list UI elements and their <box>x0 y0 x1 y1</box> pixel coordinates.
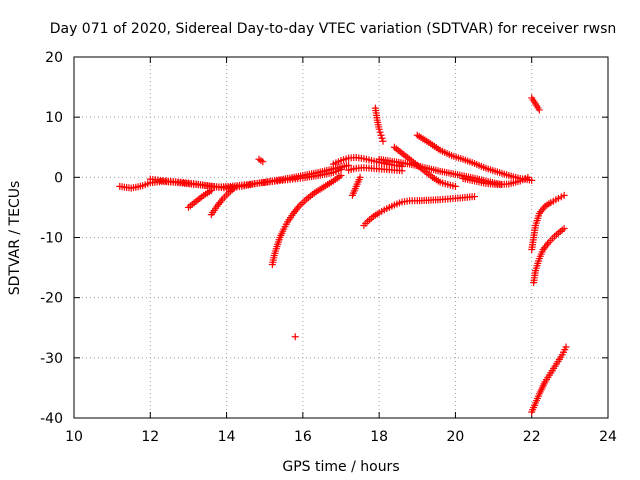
series-track-q <box>528 94 543 114</box>
series-track-k <box>360 193 478 229</box>
x-axis-label: GPS time / hours <box>282 459 399 475</box>
series-track-d <box>207 184 238 219</box>
y-tick-label: -30 <box>40 351 63 367</box>
x-tick-label: 20 <box>447 429 465 445</box>
x-tick-label: 24 <box>599 429 617 445</box>
x-axis-tick-labels: 10 12 14 16 18 20 22 24 <box>65 429 617 445</box>
series-track-b <box>146 161 353 192</box>
data-point <box>528 176 536 184</box>
data-point <box>337 172 345 180</box>
data-point <box>560 191 568 199</box>
data-point <box>524 173 532 181</box>
data-point <box>562 343 570 351</box>
data-points <box>116 94 570 416</box>
x-tick-label: 12 <box>141 429 159 445</box>
y-tick-label: -20 <box>40 291 63 307</box>
data-point <box>207 187 215 195</box>
series-track-e <box>255 155 267 166</box>
x-tick-label: 18 <box>370 429 388 445</box>
series-track-l <box>371 104 387 145</box>
chart-title: Day 071 of 2020, Sidereal Day-to-day VTE… <box>50 21 617 37</box>
series-track-g <box>291 333 299 341</box>
y-tick-label: 20 <box>45 50 63 66</box>
data-point <box>560 224 568 232</box>
data-point <box>377 131 385 139</box>
y-tick-label: -40 <box>40 411 63 427</box>
x-tick-label: 14 <box>218 429 236 445</box>
x-tick-label: 16 <box>294 429 312 445</box>
data-point <box>535 106 543 114</box>
axis-ticks <box>73 56 609 419</box>
series-track-r <box>528 191 568 254</box>
y-axis-tick-labels: -40 -30 -20 -10 0 10 20 <box>40 50 63 427</box>
y-tick-label: 0 <box>54 170 63 186</box>
x-tick-label: 10 <box>65 429 83 445</box>
data-point <box>376 128 384 136</box>
data-point <box>378 134 386 142</box>
y-tick-label: -10 <box>40 231 63 247</box>
series-track-j <box>348 173 364 199</box>
data-point <box>259 158 267 166</box>
data-point <box>230 184 238 192</box>
data-point <box>379 137 387 145</box>
data-point <box>471 193 478 201</box>
data-point <box>356 173 364 181</box>
data-point <box>451 182 459 190</box>
y-tick-label: 10 <box>45 110 63 126</box>
series-track-i <box>345 164 406 175</box>
y-axis-label: SDTVAR / TECUs <box>7 181 23 296</box>
grid-lines <box>74 57 608 418</box>
x-tick-label: 22 <box>523 429 541 445</box>
data-point <box>375 125 383 133</box>
data-point <box>291 333 299 341</box>
series-track-s <box>530 224 568 287</box>
series-track-t <box>528 343 570 416</box>
data-point <box>398 167 406 175</box>
series-track-c <box>184 187 215 211</box>
series-track-f <box>268 172 345 269</box>
series-track-p <box>459 173 532 189</box>
